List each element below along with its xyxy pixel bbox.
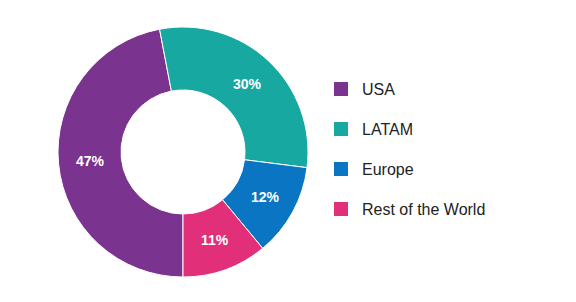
legend-label: USA bbox=[362, 81, 395, 98]
slice bbox=[160, 27, 308, 168]
legend-label: LATAM bbox=[362, 121, 413, 138]
legend-label: Rest of the World bbox=[362, 201, 485, 218]
legend: USA LATAM Europe Rest of the World bbox=[334, 81, 485, 218]
legend-label: Europe bbox=[362, 161, 414, 178]
data-label: 47% bbox=[76, 153, 105, 169]
slice bbox=[58, 29, 183, 277]
legend-swatch bbox=[334, 82, 348, 96]
legend-swatch bbox=[334, 202, 348, 216]
chart: 47% 30% 12% 11% USA LATAM Europe Rest of the Wo… bbox=[0, 0, 576, 302]
data-label: 11% bbox=[201, 232, 229, 248]
legend-swatch bbox=[334, 162, 348, 176]
data-label: 30% bbox=[233, 76, 262, 92]
data-label: 12% bbox=[251, 189, 280, 205]
data-labels: 47% 30% 12% 11% bbox=[76, 76, 280, 248]
slice bbox=[183, 200, 263, 277]
slices bbox=[58, 27, 308, 277]
legend-swatch bbox=[334, 122, 348, 136]
